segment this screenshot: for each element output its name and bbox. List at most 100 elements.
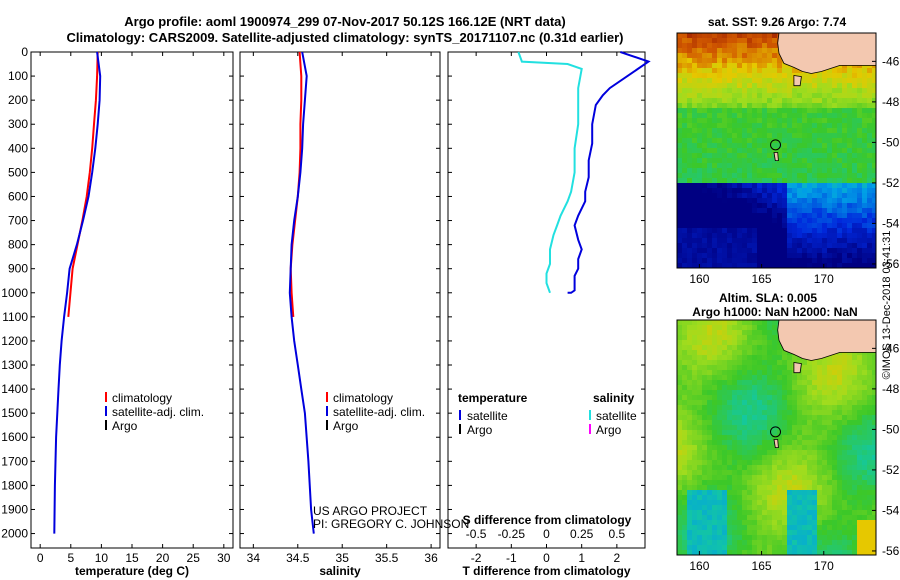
map-cell bbox=[857, 93, 863, 99]
map-cell bbox=[692, 440, 698, 446]
map-cell bbox=[832, 253, 838, 259]
map-cell bbox=[822, 218, 828, 224]
map-cell bbox=[792, 470, 798, 476]
map-cell bbox=[862, 218, 868, 224]
map-cell bbox=[737, 248, 743, 254]
map-cell bbox=[817, 530, 823, 536]
map-cell bbox=[842, 178, 848, 184]
map-cell bbox=[737, 163, 743, 169]
map-cell bbox=[722, 133, 728, 139]
map-cell bbox=[787, 198, 793, 204]
map-cell bbox=[832, 545, 838, 551]
map-cell bbox=[682, 365, 688, 371]
map-cell bbox=[772, 520, 778, 526]
map-cell bbox=[762, 38, 768, 44]
map-cell bbox=[727, 203, 733, 209]
map-cell bbox=[677, 460, 683, 466]
map-cell bbox=[817, 515, 823, 521]
map-cell bbox=[837, 203, 843, 209]
map-cell bbox=[682, 128, 688, 134]
map-cell bbox=[827, 188, 833, 194]
map-cell bbox=[797, 435, 803, 441]
map-cell bbox=[777, 550, 783, 555]
map-cell bbox=[817, 193, 823, 199]
map-cell bbox=[767, 43, 773, 49]
map-cell bbox=[722, 73, 728, 79]
map-cell bbox=[817, 83, 823, 89]
x-tick-label: 34 bbox=[247, 551, 261, 565]
map-cell bbox=[732, 123, 738, 129]
map-cell bbox=[677, 480, 683, 486]
map-cell bbox=[677, 33, 683, 39]
map-cell bbox=[832, 445, 838, 451]
map-cell bbox=[732, 168, 738, 174]
map-cell bbox=[802, 203, 808, 209]
map-y-tick-label: -56 bbox=[882, 544, 900, 558]
map-cell bbox=[732, 258, 738, 264]
map-cell bbox=[677, 203, 683, 209]
map-cell bbox=[867, 540, 873, 546]
map-cell bbox=[822, 515, 828, 521]
map-cell bbox=[757, 248, 763, 254]
map-cell bbox=[682, 495, 688, 501]
map-cell bbox=[847, 128, 853, 134]
map-cell bbox=[757, 425, 763, 431]
map-cell bbox=[777, 53, 783, 59]
map-cell bbox=[727, 208, 733, 214]
map-cell bbox=[757, 218, 763, 224]
map-cell bbox=[847, 143, 853, 149]
map-cell bbox=[742, 178, 748, 184]
map-cell bbox=[757, 143, 763, 149]
map-cell bbox=[692, 203, 698, 209]
map-cell bbox=[737, 113, 743, 119]
map-cell bbox=[737, 370, 743, 376]
map-cell bbox=[752, 525, 758, 531]
map-cell bbox=[842, 263, 848, 268]
map-cell bbox=[747, 395, 753, 401]
map-cell bbox=[712, 445, 718, 451]
map-cell bbox=[802, 218, 808, 224]
map-cell bbox=[677, 123, 683, 129]
map-cell bbox=[717, 355, 723, 361]
map-cell bbox=[867, 355, 873, 361]
map-cell bbox=[842, 158, 848, 164]
map-cell bbox=[832, 118, 838, 124]
map-cell bbox=[832, 93, 838, 99]
map-cell bbox=[727, 213, 733, 219]
map-cell bbox=[677, 365, 683, 371]
map-cell bbox=[707, 435, 713, 441]
map-cell bbox=[842, 385, 848, 391]
map-cell bbox=[687, 33, 693, 39]
map-cell bbox=[842, 213, 848, 219]
map-cell bbox=[687, 113, 693, 119]
map-cell bbox=[757, 345, 763, 351]
map-cell bbox=[782, 148, 788, 154]
map-cell bbox=[792, 233, 798, 239]
map-cell bbox=[807, 505, 813, 511]
map-y-tick-label: -46 bbox=[882, 341, 900, 355]
map-cell bbox=[822, 395, 828, 401]
map-cell bbox=[717, 450, 723, 456]
map-cell bbox=[847, 405, 853, 411]
map-cell bbox=[707, 193, 713, 199]
map-cell bbox=[847, 123, 853, 129]
map-cell bbox=[722, 525, 728, 531]
map-cell bbox=[702, 63, 708, 69]
map-cell bbox=[797, 500, 803, 506]
map-cell bbox=[727, 223, 733, 229]
map-cell bbox=[777, 163, 783, 169]
map-cell bbox=[712, 78, 718, 84]
map-cell bbox=[782, 535, 788, 541]
map-cell bbox=[717, 485, 723, 491]
map-cell bbox=[737, 530, 743, 536]
map-cell bbox=[702, 335, 708, 341]
map-cell bbox=[757, 495, 763, 501]
map-cell bbox=[702, 43, 708, 49]
map-cell bbox=[722, 390, 728, 396]
map-cell bbox=[732, 143, 738, 149]
map-cell bbox=[827, 415, 833, 421]
series-line-temperature-satellite bbox=[567, 51, 651, 294]
map-cell bbox=[837, 475, 843, 481]
map-cell bbox=[707, 43, 713, 49]
map-cell bbox=[762, 263, 768, 268]
